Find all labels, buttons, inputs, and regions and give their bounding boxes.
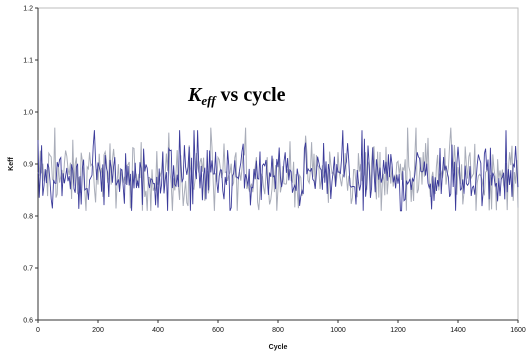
x-tick-label: 1000 <box>330 327 346 334</box>
x-tick-label: 200 <box>92 327 104 334</box>
y-axis-title: Keff <box>8 157 15 171</box>
x-tick-label: 1400 <box>450 327 466 334</box>
x-ticks: 0 200 400 600 800 1000 1200 1400 1600 <box>36 320 526 334</box>
y-tick-label: 1.1 <box>23 58 33 65</box>
keff-series-line-2 <box>37 130 519 212</box>
y-ticks: 0.6 0.7 0.8 0.9 1.0 1.1 1.2 <box>23 6 38 325</box>
x-tick-label: 600 <box>212 327 224 334</box>
x-tick-label: 0 <box>36 327 40 334</box>
y-tick-label: 1.2 <box>23 6 33 13</box>
x-tick-label: 400 <box>152 327 164 334</box>
title-symbol: K <box>188 84 202 106</box>
y-tick-label: 0.8 <box>23 214 33 221</box>
keff-series-line-1 <box>37 127 519 211</box>
x-tick-label: 1200 <box>390 327 406 334</box>
y-tick-label: 1.0 <box>23 110 33 117</box>
x-axis-title: Cycle <box>269 344 288 351</box>
series-layer <box>37 127 519 212</box>
x-tick-label: 800 <box>272 327 284 334</box>
x-tick-label: 1600 <box>510 327 526 334</box>
y-tick-label: 0.7 <box>23 266 33 273</box>
y-tick-label: 0.9 <box>23 162 33 169</box>
title-subscript: eff <box>201 93 216 108</box>
title-text: vs cycle <box>215 84 286 106</box>
y-tick-label: 0.6 <box>23 318 33 325</box>
chart-title: Keff vs cycle <box>188 84 286 109</box>
